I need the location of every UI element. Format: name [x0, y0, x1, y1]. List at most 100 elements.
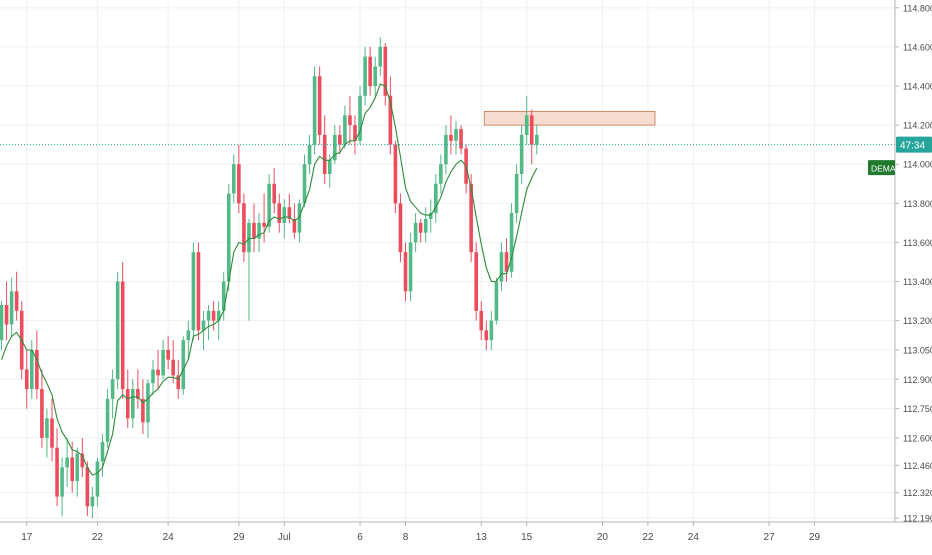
- candle-body-up: [110, 379, 115, 399]
- candle-body-up: [9, 291, 14, 325]
- candle-body-up: [151, 369, 155, 384]
- dema-badge: [868, 160, 895, 176]
- candle-body-down: [287, 207, 292, 219]
- candle-body-up: [115, 281, 120, 380]
- dema-line: [0, 83, 538, 476]
- candle-body-up: [524, 115, 529, 135]
- candle-body-up: [216, 310, 221, 321]
- candle-body-down: [70, 457, 74, 481]
- candle-body-up: [439, 164, 443, 184]
- candle-body-down: [24, 369, 29, 390]
- candle-body-up: [105, 398, 110, 442]
- grid-layer: [0, 0, 895, 522]
- candle-body-down: [292, 218, 297, 233]
- candle-body-down: [529, 115, 534, 145]
- badge-layer: 47:34 DEMA: [868, 136, 932, 176]
- candle-body-up: [75, 453, 80, 481]
- y-tick-label: 112.900: [903, 375, 932, 385]
- y-tick-label: 114.200: [903, 121, 932, 131]
- candle-body-up: [181, 340, 186, 390]
- candle-body-down: [449, 134, 453, 141]
- candle-body-up: [282, 207, 287, 223]
- x-tick-label: 24: [688, 532, 700, 543]
- candle-body-down: [317, 76, 322, 135]
- candle-body-up: [499, 252, 504, 282]
- candle-body-up: [428, 213, 433, 219]
- candle-body-up: [454, 129, 458, 141]
- candle-body-down: [388, 95, 393, 145]
- candle-body-up: [95, 461, 100, 497]
- candle-body-up: [297, 203, 302, 233]
- candle-body-up: [191, 252, 196, 331]
- y-tick-label: 113.050: [903, 345, 932, 355]
- candle-body-up: [60, 467, 64, 497]
- candle-body-up: [358, 95, 362, 141]
- candle-body-down: [136, 389, 140, 399]
- x-tick-label: 13: [476, 532, 488, 543]
- candle-body-up: [226, 193, 231, 282]
- y-tick-label: 113.600: [903, 238, 932, 248]
- x-tick-label: 6: [357, 532, 363, 543]
- candle-body-up: [434, 183, 438, 214]
- candle-body-down: [393, 144, 398, 204]
- candle-body-up: [327, 160, 332, 174]
- y-tick-label: 112.600: [903, 433, 932, 443]
- candle-body-up: [494, 281, 499, 321]
- candle-body-down: [176, 375, 181, 390]
- y-tick-label: 114.600: [903, 42, 932, 52]
- x-tick-label: 27: [764, 532, 776, 543]
- candle-body-up: [65, 457, 69, 468]
- candle-body-up: [221, 281, 226, 311]
- y-tick-label: 112.460: [903, 461, 932, 471]
- candle-body-down: [353, 125, 357, 141]
- y-tick-label: 113.400: [903, 277, 932, 287]
- candle-body-down: [196, 252, 201, 331]
- candle-body-down: [398, 203, 403, 253]
- candle-body-down: [55, 447, 59, 497]
- candle-body-down: [237, 164, 241, 204]
- x-tick-label: 8: [403, 532, 409, 543]
- ema-layer: [0, 83, 538, 476]
- candle-body-up: [0, 304, 4, 341]
- candle-body-down: [368, 56, 372, 87]
- candle-body-down: [141, 398, 145, 423]
- candle-body-down: [125, 389, 130, 419]
- x-tick-label: 29: [809, 532, 821, 543]
- y-tick-label: 114.000: [903, 160, 932, 170]
- x-tick-label: 22: [642, 532, 654, 543]
- candle-body-up: [444, 134, 448, 165]
- candle-body-up: [489, 320, 494, 341]
- candle-body-up: [373, 66, 377, 87]
- x-tick-label: Jul: [278, 532, 291, 543]
- candle-body-down: [40, 389, 44, 438]
- candle-body-down: [252, 222, 256, 239]
- candle-body-up: [408, 242, 413, 292]
- candle-body-up: [267, 183, 271, 227]
- current-price-badge: [896, 136, 932, 153]
- candle-body-up: [378, 46, 383, 67]
- candle-body-up: [363, 56, 367, 96]
- candle-body-down: [403, 252, 408, 292]
- candle-body-down: [338, 134, 342, 145]
- candle-body-up: [413, 222, 418, 243]
- candle-layer: [0, 37, 539, 519]
- candle-body-down: [474, 252, 478, 311]
- candle-body-down: [272, 183, 276, 204]
- candle-body-down: [484, 330, 489, 341]
- candle-body-down: [120, 281, 125, 390]
- y-tick-label: 112.190: [903, 514, 932, 524]
- y-tick-label: 112.750: [903, 404, 932, 414]
- candle-body-down: [80, 453, 85, 468]
- candle-body-up: [514, 174, 519, 214]
- candle-body-up: [206, 310, 211, 321]
- candle-body-down: [262, 222, 266, 227]
- candle-body-down: [504, 252, 509, 272]
- candle-body-up: [519, 134, 524, 174]
- candle-body-down: [277, 203, 282, 223]
- candle-body-up: [257, 222, 261, 239]
- candle-body-up: [535, 134, 539, 145]
- candle-body-down: [50, 418, 54, 448]
- candle-body-down: [322, 134, 327, 174]
